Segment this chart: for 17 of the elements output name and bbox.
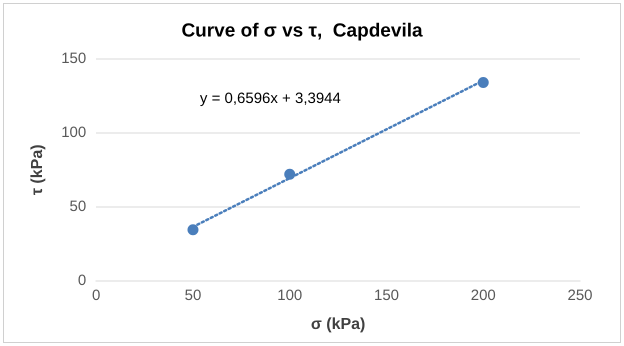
point: [187, 224, 198, 236]
point: [284, 168, 296, 180]
chart-title: Curve of σ vs τ, Capdevila: [181, 20, 423, 42]
y-tick-label: 0: [78, 272, 86, 289]
point: [478, 76, 489, 88]
y-tick-label: 50: [70, 198, 86, 215]
y-tick-label: 150: [61, 50, 86, 67]
x-tick-label: 0: [92, 286, 100, 304]
y-axis-title: τ (kPa): [29, 144, 46, 196]
y-tick-label: 100: [61, 124, 86, 141]
x-tick-label: 50: [184, 286, 202, 304]
x-tick-label: 250: [567, 286, 593, 304]
x-axis-title: σ (kPa): [310, 316, 366, 333]
x-tick-label: 200: [470, 286, 496, 304]
x-tick-label: 100: [277, 286, 302, 304]
annotation: y = 0,6596x + 3,3944: [200, 90, 341, 107]
x-tick-label: 150: [374, 286, 400, 304]
